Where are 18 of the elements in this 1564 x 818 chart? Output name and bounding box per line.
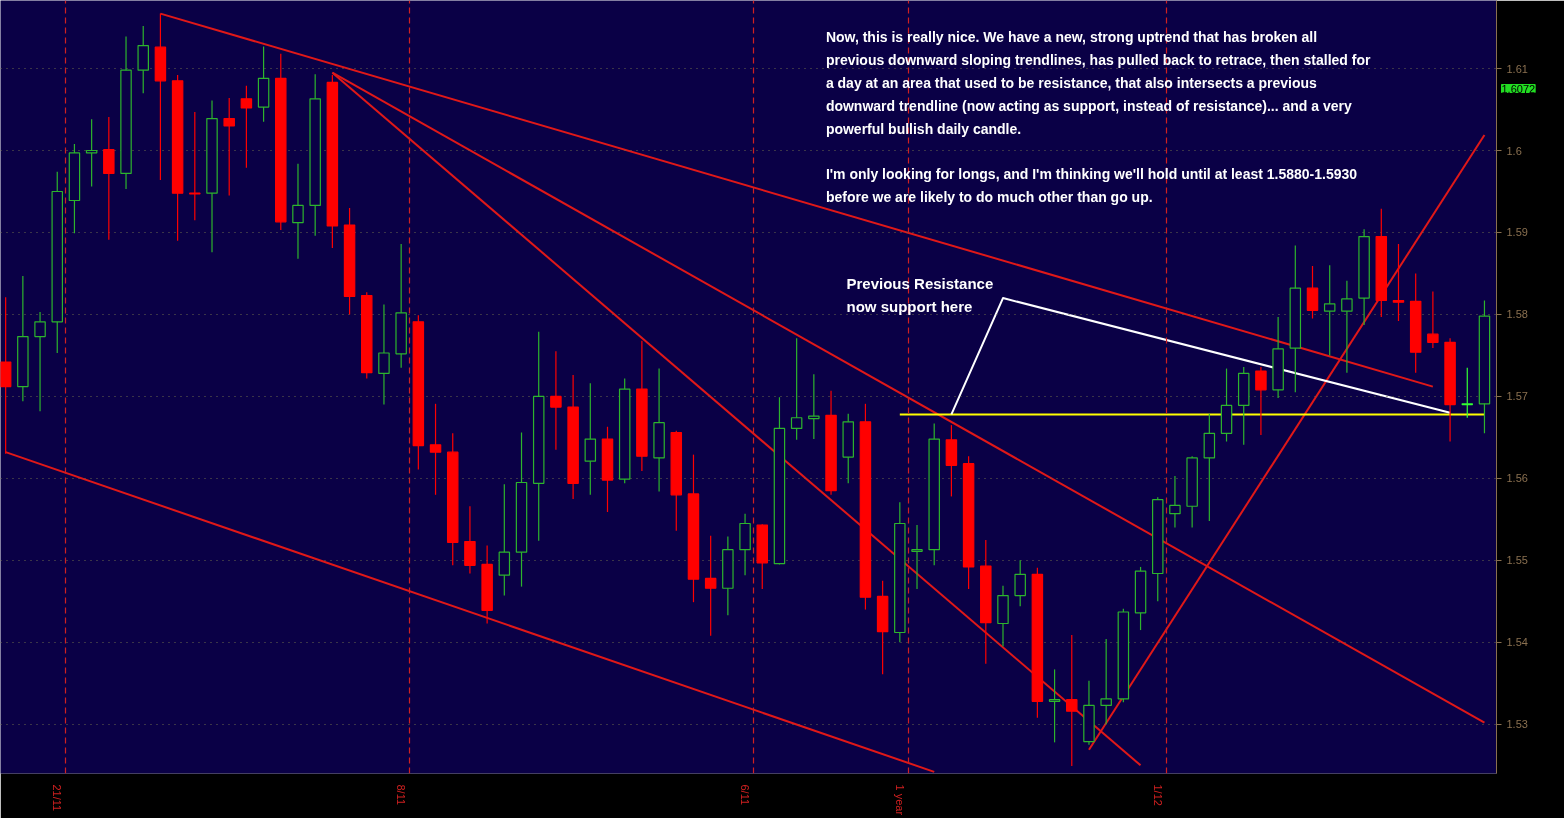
- x-tick-label: 1 year: [893, 784, 906, 816]
- y-tick-label: 1.57: [1506, 390, 1528, 403]
- text: 1.6072: [1501, 82, 1536, 95]
- y-tick-label: 1.61: [1506, 62, 1528, 75]
- x-tick-label: 21/11: [51, 784, 64, 812]
- y-tick-label: 1.53: [1506, 718, 1528, 731]
- x-tick-label: 6/11: [739, 784, 752, 806]
- x-tick-label: 8/11: [395, 784, 408, 806]
- y-tick-label: 1.6: [1506, 144, 1522, 157]
- y-tick-label: 1.56: [1506, 472, 1528, 485]
- y-tick-label: 1.54: [1506, 636, 1528, 649]
- y-tick-label: 1.58: [1506, 308, 1528, 321]
- annotation: Previous Resistance now support here: [846, 274, 994, 315]
- y-tick-label: 1.55: [1506, 554, 1528, 567]
- y-tick-label: 1.59: [1506, 226, 1528, 239]
- annotation: Now, this is really nice. We have a new, strong uptrend that has broken all previous downward sloping trendlines, has pulled back to retrace, then stalled for a day at an area that used to be resistance, that also intersects a previous downward trendline (now acting as support, instead of resistance)... and a very powerful bullish daily candle.: [825, 28, 1371, 137]
- annotation: I'm only looking for longs, and I'm thinking we'll hold until at least 1.5880-1.5930 before we are likely to do much other than go up.: [825, 165, 1358, 205]
- x-tick-label: 1/12: [1151, 784, 1164, 806]
